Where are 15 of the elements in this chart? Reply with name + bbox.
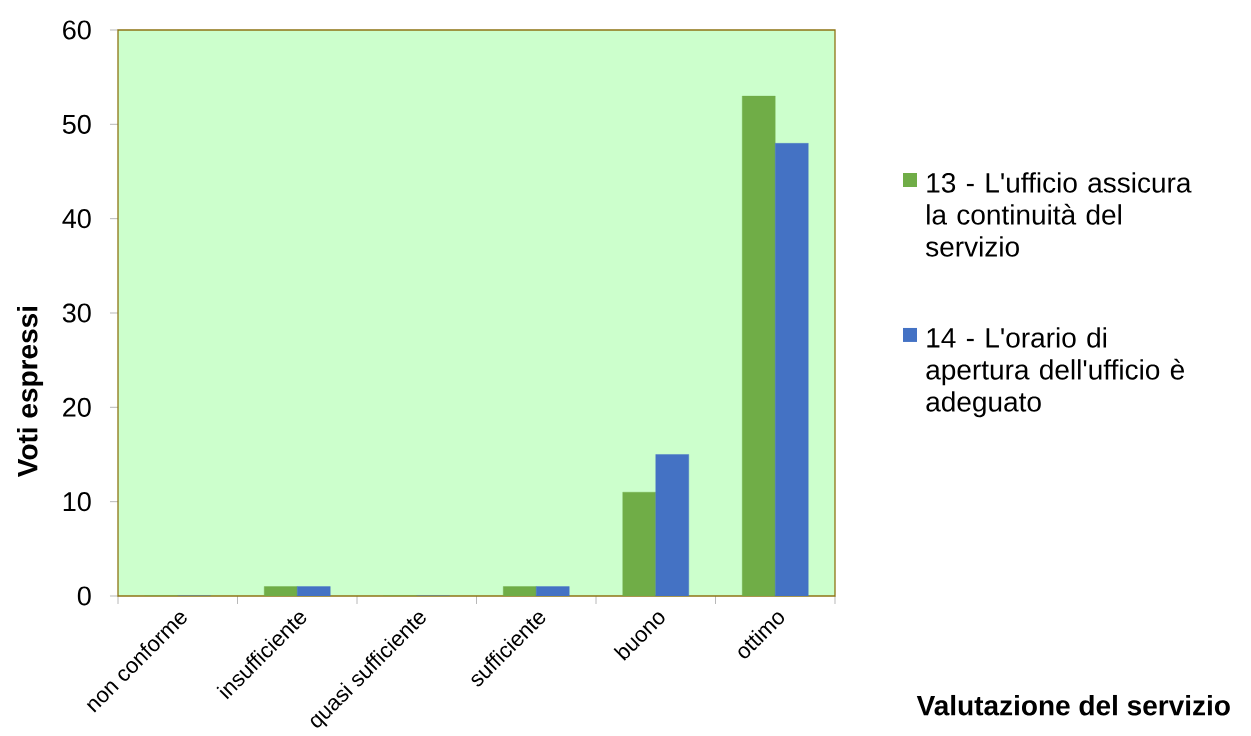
- x-axis-title: Valutazione del servizio: [916, 695, 1230, 716]
- y-tick-label: 0: [77, 586, 91, 606]
- y-tick-label: 60: [63, 20, 91, 40]
- bar: [503, 586, 537, 597]
- y-tick-label: 50: [62, 114, 91, 135]
- legend-label: 13 - L'ufficio assicura la continuità del servizio: [925, 172, 1192, 257]
- bar: [264, 586, 298, 597]
- y-tick-label: 20: [63, 397, 91, 418]
- y-tick-label: 10: [63, 492, 91, 512]
- bar: [622, 492, 656, 597]
- bar: [742, 95, 776, 597]
- y-axis-title: Voti espressi: [16, 307, 44, 478]
- y-tick-label: 40: [62, 209, 91, 229]
- y-tick-label: 30: [62, 303, 91, 323]
- legend-label: 14 - L'orario di apertura dell'ufficio è adeguato: [926, 327, 1184, 418]
